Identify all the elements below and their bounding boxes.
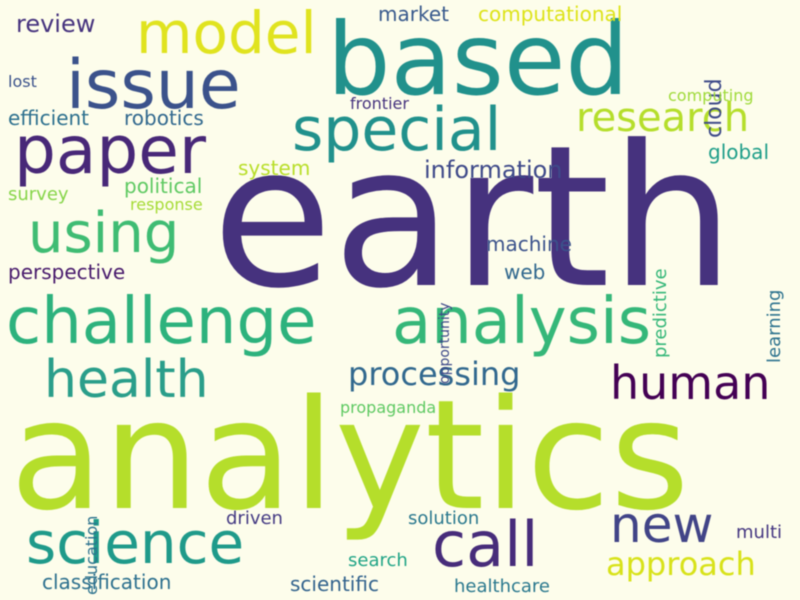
word-classification: classification xyxy=(42,570,172,594)
word-special: special xyxy=(292,95,502,165)
word-scientific: scientific xyxy=(290,572,379,596)
word-new: new xyxy=(610,496,714,554)
word-healthcare: healthcare xyxy=(454,576,550,597)
word-issue: issue xyxy=(66,46,241,125)
word-robotics: robotics xyxy=(124,106,204,130)
word-computational: computational xyxy=(478,2,623,26)
word-computing: computing xyxy=(668,86,754,105)
word-analytics: analytics xyxy=(10,367,690,544)
word-health: health xyxy=(44,350,209,410)
word-perspective: perspective xyxy=(8,260,126,284)
word-web: web xyxy=(504,260,546,284)
word-based: based xyxy=(327,1,629,118)
word-earth: earth xyxy=(212,104,735,332)
word-driven: driven xyxy=(226,508,283,529)
word-review: review xyxy=(16,10,96,38)
word-research: research xyxy=(576,95,750,141)
word-system: system xyxy=(238,156,311,180)
word-analysis: analysis xyxy=(392,285,652,359)
word-propaganda: propaganda xyxy=(340,398,437,417)
word-approach: approach xyxy=(606,545,756,583)
word-science: science xyxy=(26,509,245,577)
word-processing: processing xyxy=(348,355,521,393)
word-challenge: challenge xyxy=(6,285,317,359)
word-lost: lost xyxy=(8,72,37,91)
word-opportunity: opportunity xyxy=(437,302,453,384)
word-survey: survey xyxy=(8,184,69,205)
word-predictive: predictive xyxy=(650,268,671,358)
word-political: political xyxy=(124,174,203,198)
word-multi: multi xyxy=(736,522,783,543)
word-efficient: efficient xyxy=(8,106,90,130)
word-model: model xyxy=(136,0,317,67)
word-using: using xyxy=(28,201,180,266)
word-solution: solution xyxy=(408,508,480,529)
word-market: market xyxy=(378,2,449,26)
word-paper: paper xyxy=(14,112,206,189)
word-information: information xyxy=(424,156,563,184)
word-call: call xyxy=(432,508,539,581)
word-frontier: frontier xyxy=(350,94,409,113)
word-response: response xyxy=(130,195,203,214)
word-machine: machine xyxy=(486,232,572,256)
word-learning: learning xyxy=(764,289,785,363)
word-human: human xyxy=(610,356,771,410)
word-global: global xyxy=(708,140,769,164)
word-search: search xyxy=(348,550,408,571)
